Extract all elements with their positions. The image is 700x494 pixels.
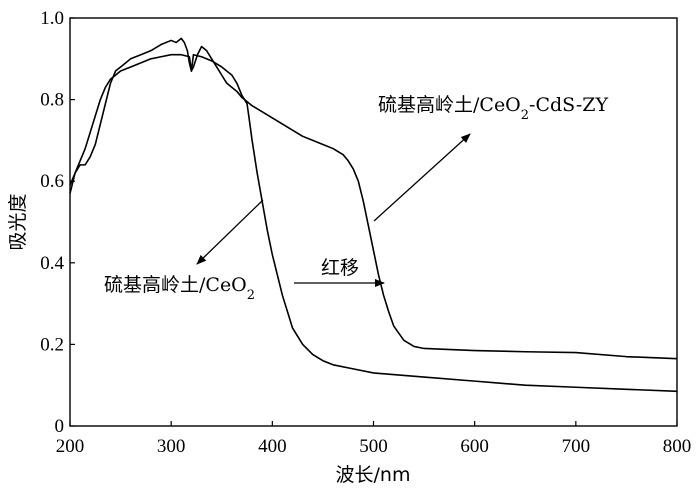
series-line-ceo2-cds-zy bbox=[69, 37, 678, 360]
annotation-cdszy-label: 硫基高岭土/CeO2-CdS-ZY bbox=[378, 94, 609, 123]
x-tick-label: 400 bbox=[258, 436, 287, 457]
x-tick-label: 200 bbox=[56, 436, 85, 457]
x-tick-label: 800 bbox=[663, 436, 692, 457]
x-tick-label: 500 bbox=[359, 436, 388, 457]
series-layer bbox=[69, 37, 678, 393]
annotation-redshift-label: 红移 bbox=[321, 257, 359, 279]
y-tick-label: 0.4 bbox=[40, 253, 64, 274]
y-tick-label: 0.6 bbox=[40, 171, 64, 192]
x-tick-label: 300 bbox=[157, 436, 186, 457]
plot-frame bbox=[69, 17, 678, 427]
x-tick-label: 600 bbox=[460, 436, 489, 457]
y-axis-title: 吸光度 bbox=[7, 193, 29, 250]
annotation-ceo2-arrow bbox=[196, 199, 264, 265]
y-tick-label: 0 bbox=[55, 416, 65, 437]
ticks-layer: 200 300 400 500 600 700 800 0 0.2 0.4 0.6 0.8 1.0 bbox=[40, 8, 691, 457]
series-line-ceo2 bbox=[69, 53, 678, 393]
annotation-cdszy-arrow bbox=[373, 133, 471, 222]
annotation-ceo2-label: 硫基高岭土/CeO2 bbox=[104, 274, 255, 303]
x-tick-label: 700 bbox=[562, 436, 591, 457]
x-axis-title: 波长/nm bbox=[336, 464, 411, 486]
y-tick-label: 0.2 bbox=[40, 334, 64, 355]
y-tick-label: 0.8 bbox=[40, 90, 64, 111]
y-tick-label: 1.0 bbox=[40, 8, 64, 29]
